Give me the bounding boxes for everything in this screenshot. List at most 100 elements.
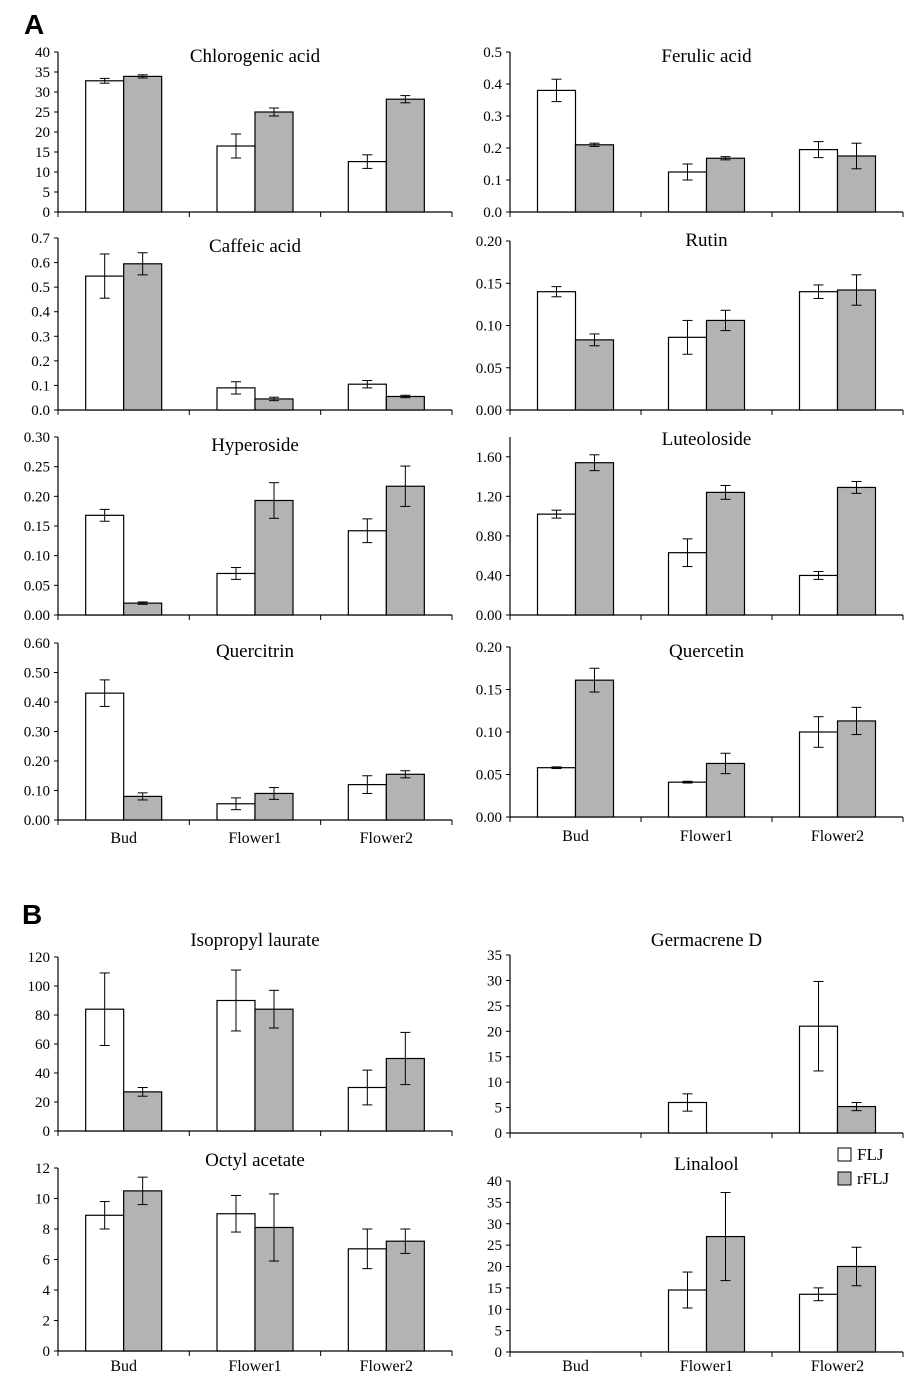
bar-flj-flower2 [798, 1293, 839, 1353]
category-label: Flower2 [811, 828, 864, 845]
y-tick-label: 12 [35, 1161, 50, 1177]
chart-title: Germacrene D [651, 930, 762, 951]
y-tick-label: 0.4 [31, 305, 50, 321]
y-tick-label: 40 [35, 1066, 50, 1082]
y-tick-label: 0.00 [476, 403, 502, 419]
y-tick-label: 30 [487, 1217, 502, 1233]
chart-title: Luteoloside [662, 429, 752, 450]
category-label: Flower1 [680, 828, 733, 845]
bar-rflj-flower2 [836, 486, 877, 616]
chart-title: Chlorogenic acid [190, 46, 321, 67]
bar-rflj-bud [123, 1190, 163, 1352]
y-tick-label: 0 [495, 1345, 503, 1361]
y-tick-label: 0.10 [24, 549, 50, 565]
y-tick-label: 0.25 [24, 460, 50, 476]
bar-flj-bud [85, 1214, 125, 1352]
chart-10: 0 5 10 15 20 25 30 35 Germacrene D [487, 930, 904, 1142]
y-tick-label: 60 [35, 1037, 50, 1053]
y-tick-label: 0.4 [483, 77, 502, 93]
category-label: Flower2 [360, 1358, 413, 1375]
bar-rflj-bud [123, 263, 163, 411]
chart-11: 0 2 4 6 8 10 12 Octyl acetate Bud Flower1 Flower2 [35, 1150, 453, 1375]
y-tick-label: 10 [35, 165, 50, 181]
y-tick-label: 0.20 [24, 489, 50, 505]
y-tick-label: 10 [35, 1192, 50, 1208]
y-tick-label: 0.05 [24, 578, 50, 594]
y-tick-label: 0 [43, 205, 51, 221]
bar-rflj-bud [574, 339, 615, 411]
y-tick-label: 8 [43, 1222, 51, 1238]
legend-label-flj: FLJ [857, 1145, 884, 1164]
y-tick-label: 0.7 [31, 231, 50, 247]
chart-title: Isopropyl laurate [190, 930, 319, 951]
y-tick-label: 35 [487, 1195, 502, 1211]
bar-flj-bud [536, 291, 577, 411]
category-label: Flower1 [680, 1358, 733, 1375]
y-tick-label: 20 [35, 125, 50, 141]
y-tick-label: 40 [487, 1174, 502, 1190]
category-label: Flower2 [811, 1358, 864, 1375]
y-tick-label: 0.10 [476, 319, 502, 335]
y-tick-label: 0.10 [476, 725, 502, 741]
bar-rflj-flower1 [254, 499, 294, 616]
y-tick-label: 0.1 [483, 173, 502, 189]
y-tick-label: 2 [43, 1314, 51, 1330]
bar-rflj-flower1 [254, 111, 294, 213]
chart-7: 0.00 0.10 0.20 0.30 0.40 0.50 0.60 Quercitrin Bu… [24, 636, 453, 847]
bar-rflj-flower2 [385, 98, 425, 213]
y-tick-label: 35 [487, 948, 502, 964]
y-tick-label: 0.20 [476, 234, 502, 250]
bar-flj-bud [536, 767, 577, 818]
y-tick-label: 0.30 [24, 430, 50, 446]
bar-rflj-bud [574, 462, 615, 616]
y-tick-label: 4 [43, 1283, 51, 1299]
y-tick-label: 40 [35, 45, 50, 61]
chart-title: Octyl acetate [205, 1150, 305, 1171]
y-tick-label: 20 [35, 1095, 50, 1111]
bar-flj-flower1 [216, 1213, 256, 1352]
y-tick-label: 0.05 [476, 768, 502, 784]
y-tick-label: 0.2 [483, 141, 502, 157]
y-tick-label: 100 [28, 979, 51, 995]
chart-title: Rutin [685, 230, 728, 251]
y-tick-label: 0 [495, 1126, 503, 1142]
bar-flj-bud [536, 89, 577, 213]
bar-flj-flower2 [798, 149, 839, 213]
bar-rflj-flower1 [705, 319, 746, 411]
y-tick-label: 0.00 [476, 608, 502, 624]
category-label: Flower2 [360, 830, 413, 847]
y-tick-label: 0.6 [31, 256, 50, 272]
bar-rflj-flower2 [836, 720, 877, 818]
y-tick-label: 0 [43, 1124, 51, 1140]
bar-flj-flower1 [667, 781, 708, 818]
y-tick-label: 0.1 [31, 378, 50, 394]
y-tick-label: 5 [495, 1101, 503, 1117]
chart-3: 0.0 0.1 0.2 0.3 0.4 0.5 0.6 0.7 Caffeic acid [31, 231, 453, 419]
chart-4: 0.00 0.05 0.10 0.15 0.20 Rutin [476, 230, 904, 419]
chart-8: 0.00 0.05 0.10 0.15 0.20 Quercetin Bud Flower1 F… [476, 640, 904, 845]
chart-2: 0.0 0.1 0.2 0.3 0.4 0.5 Ferulic acid [483, 45, 904, 221]
bar-flj-flower2 [798, 291, 839, 411]
y-tick-label: 6 [43, 1253, 51, 1269]
chart-title: Ferulic acid [661, 46, 752, 67]
category-label: Bud [562, 1358, 589, 1375]
chart-6: 0.00 0.40 0.80 1.20 1.60 Luteoloside [476, 429, 904, 624]
y-tick-label: 1.20 [476, 489, 502, 505]
bar-rflj-bud [123, 75, 163, 213]
bar-rflj-bud [574, 679, 615, 818]
y-tick-label: 0.3 [483, 109, 502, 125]
bar-flj-flower2 [798, 574, 839, 616]
bar-rflj-flower1 [705, 491, 746, 616]
bar-flj-flower2 [347, 383, 387, 411]
bar-rflj-flower2 [836, 289, 877, 411]
y-tick-label: 0 [43, 1344, 51, 1360]
y-tick-label: 15 [487, 1281, 502, 1297]
bar-flj-bud [85, 692, 125, 821]
panel-label-b: B [22, 899, 42, 930]
y-tick-label: 0.05 [476, 361, 502, 377]
y-tick-label: 20 [487, 1260, 502, 1276]
chart-1: 0 5 10 15 20 25 30 35 40 Chlorogenic acid [35, 45, 453, 221]
category-label: Bud [110, 1358, 137, 1375]
